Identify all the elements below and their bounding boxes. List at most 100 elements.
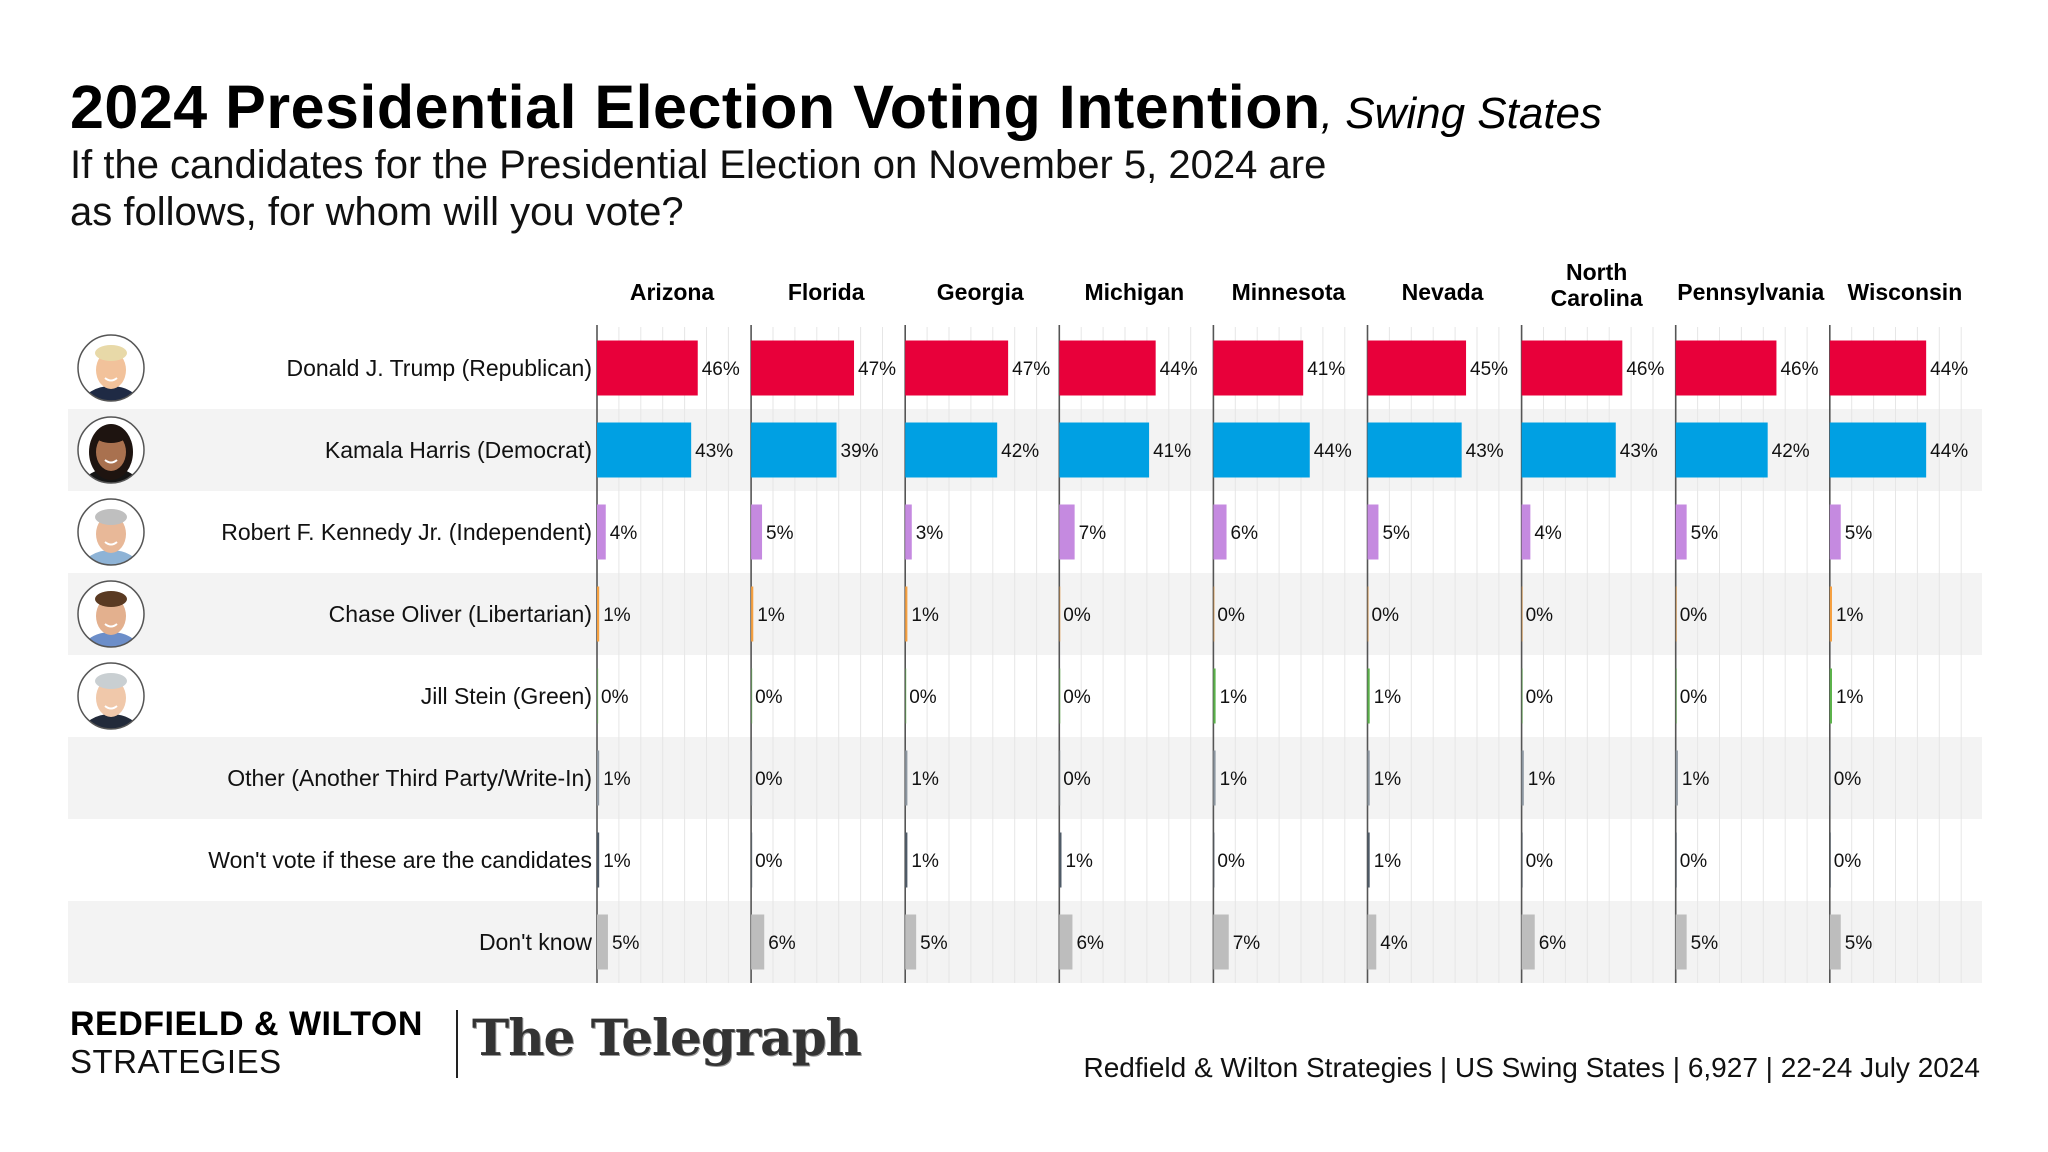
data-label: 1% bbox=[1065, 851, 1093, 872]
data-label: 1% bbox=[911, 851, 939, 872]
stein-avatar-ring bbox=[77, 662, 145, 730]
category-label: Don't know bbox=[479, 929, 592, 955]
harris-avatar bbox=[83, 424, 139, 483]
bar bbox=[751, 586, 754, 642]
category-label: Chase Oliver (Libertarian) bbox=[329, 601, 592, 627]
data-label: 3% bbox=[916, 523, 944, 544]
column-header-line: Wisconsin bbox=[1847, 279, 1962, 305]
column-header-line: Georgia bbox=[937, 279, 1024, 305]
bar bbox=[905, 750, 908, 806]
bar bbox=[1213, 504, 1227, 560]
bar bbox=[1675, 914, 1687, 970]
pollster-logo-top: REDFIELD & WILTON bbox=[70, 1005, 423, 1043]
data-label: 5% bbox=[612, 933, 640, 954]
chart-subtitle: If the candidates for the Presidential E… bbox=[70, 142, 1570, 236]
bar bbox=[597, 668, 599, 724]
data-label: 0% bbox=[755, 851, 783, 872]
category-label: Other (Another Third Party/Write-In) bbox=[227, 765, 592, 791]
bar bbox=[1675, 668, 1677, 724]
column-header-line: Carolina bbox=[1551, 285, 1643, 311]
category-label: Kamala Harris (Democrat) bbox=[325, 437, 592, 463]
data-label: 0% bbox=[1063, 769, 1091, 790]
bar bbox=[751, 504, 763, 560]
bar bbox=[1059, 422, 1150, 478]
bar bbox=[905, 504, 912, 560]
bar bbox=[1367, 422, 1462, 478]
bar bbox=[1213, 668, 1216, 724]
column-header-line: Pennsylvania bbox=[1677, 279, 1824, 305]
bar bbox=[1213, 340, 1304, 396]
data-label: 6% bbox=[1231, 523, 1259, 544]
bar bbox=[597, 504, 606, 560]
subtitle-line-2: as follows, for whom will you vote? bbox=[70, 190, 684, 234]
stein-avatar-part bbox=[95, 673, 127, 689]
data-label: 0% bbox=[755, 687, 783, 708]
bar bbox=[1829, 668, 1832, 724]
data-label: 0% bbox=[909, 687, 937, 708]
bar bbox=[1059, 340, 1156, 396]
bar bbox=[1059, 914, 1073, 970]
data-label: 0% bbox=[1526, 605, 1554, 626]
data-label: 44% bbox=[1160, 359, 1198, 380]
bar bbox=[1521, 586, 1523, 642]
bar bbox=[1059, 668, 1061, 724]
bar bbox=[597, 750, 600, 806]
data-label: 5% bbox=[1845, 523, 1873, 544]
data-label: 1% bbox=[603, 605, 631, 626]
column-header-line: Florida bbox=[788, 279, 865, 305]
bar bbox=[751, 750, 753, 806]
category-label: Donald J. Trump (Republican) bbox=[286, 355, 592, 381]
bar bbox=[1367, 504, 1379, 560]
data-label: 1% bbox=[911, 769, 939, 790]
data-label: 5% bbox=[1691, 523, 1719, 544]
data-label: 42% bbox=[1772, 441, 1810, 462]
bar bbox=[751, 340, 855, 396]
title-main: 2024 Presidential Election Voting Intent… bbox=[70, 73, 1321, 141]
bar bbox=[905, 340, 1009, 396]
bar bbox=[905, 422, 998, 478]
data-label: 1% bbox=[1374, 687, 1402, 708]
data-label: 1% bbox=[1836, 687, 1864, 708]
pollster-logo-bottom: STRATEGIES bbox=[70, 1043, 282, 1080]
stein-avatar-part bbox=[83, 714, 139, 729]
category-label: Jill Stein (Green) bbox=[421, 683, 592, 709]
column-header: Nevada bbox=[1402, 279, 1484, 305]
data-label: 1% bbox=[1374, 851, 1402, 872]
bar bbox=[1521, 914, 1535, 970]
data-label: 5% bbox=[1382, 523, 1410, 544]
bar bbox=[751, 832, 753, 888]
bar bbox=[905, 668, 907, 724]
data-label: 47% bbox=[1012, 359, 1050, 380]
bar bbox=[597, 914, 608, 970]
row-band bbox=[68, 737, 1982, 819]
data-label: 46% bbox=[1626, 359, 1664, 380]
trump-avatar-part bbox=[104, 377, 118, 382]
data-label: 5% bbox=[920, 933, 948, 954]
category-label: Won't vote if these are the candidates bbox=[208, 847, 592, 873]
data-label: 5% bbox=[766, 523, 794, 544]
bar bbox=[1521, 504, 1531, 560]
oliver-avatar-ring bbox=[77, 580, 145, 648]
oliver-avatar bbox=[83, 591, 139, 647]
bar bbox=[1059, 750, 1061, 806]
data-label: 1% bbox=[1682, 769, 1710, 790]
column-header-line: Nevada bbox=[1402, 279, 1484, 305]
bar bbox=[597, 832, 600, 888]
data-label: 0% bbox=[1680, 687, 1708, 708]
data-label: 5% bbox=[1845, 933, 1873, 954]
bar bbox=[905, 586, 908, 642]
bar bbox=[1829, 340, 1927, 396]
data-label: 46% bbox=[1780, 359, 1818, 380]
data-label: 1% bbox=[603, 851, 631, 872]
data-label: 6% bbox=[1076, 933, 1104, 954]
bar bbox=[597, 422, 692, 478]
bar bbox=[905, 832, 908, 888]
kennedy-avatar-part bbox=[96, 515, 126, 553]
data-label: 44% bbox=[1930, 441, 1968, 462]
data-label: 7% bbox=[1079, 523, 1107, 544]
data-label: 39% bbox=[841, 441, 879, 462]
bar bbox=[1059, 504, 1075, 560]
trump-avatar-ring bbox=[77, 334, 145, 402]
bar bbox=[1521, 422, 1616, 478]
bar bbox=[751, 914, 765, 970]
